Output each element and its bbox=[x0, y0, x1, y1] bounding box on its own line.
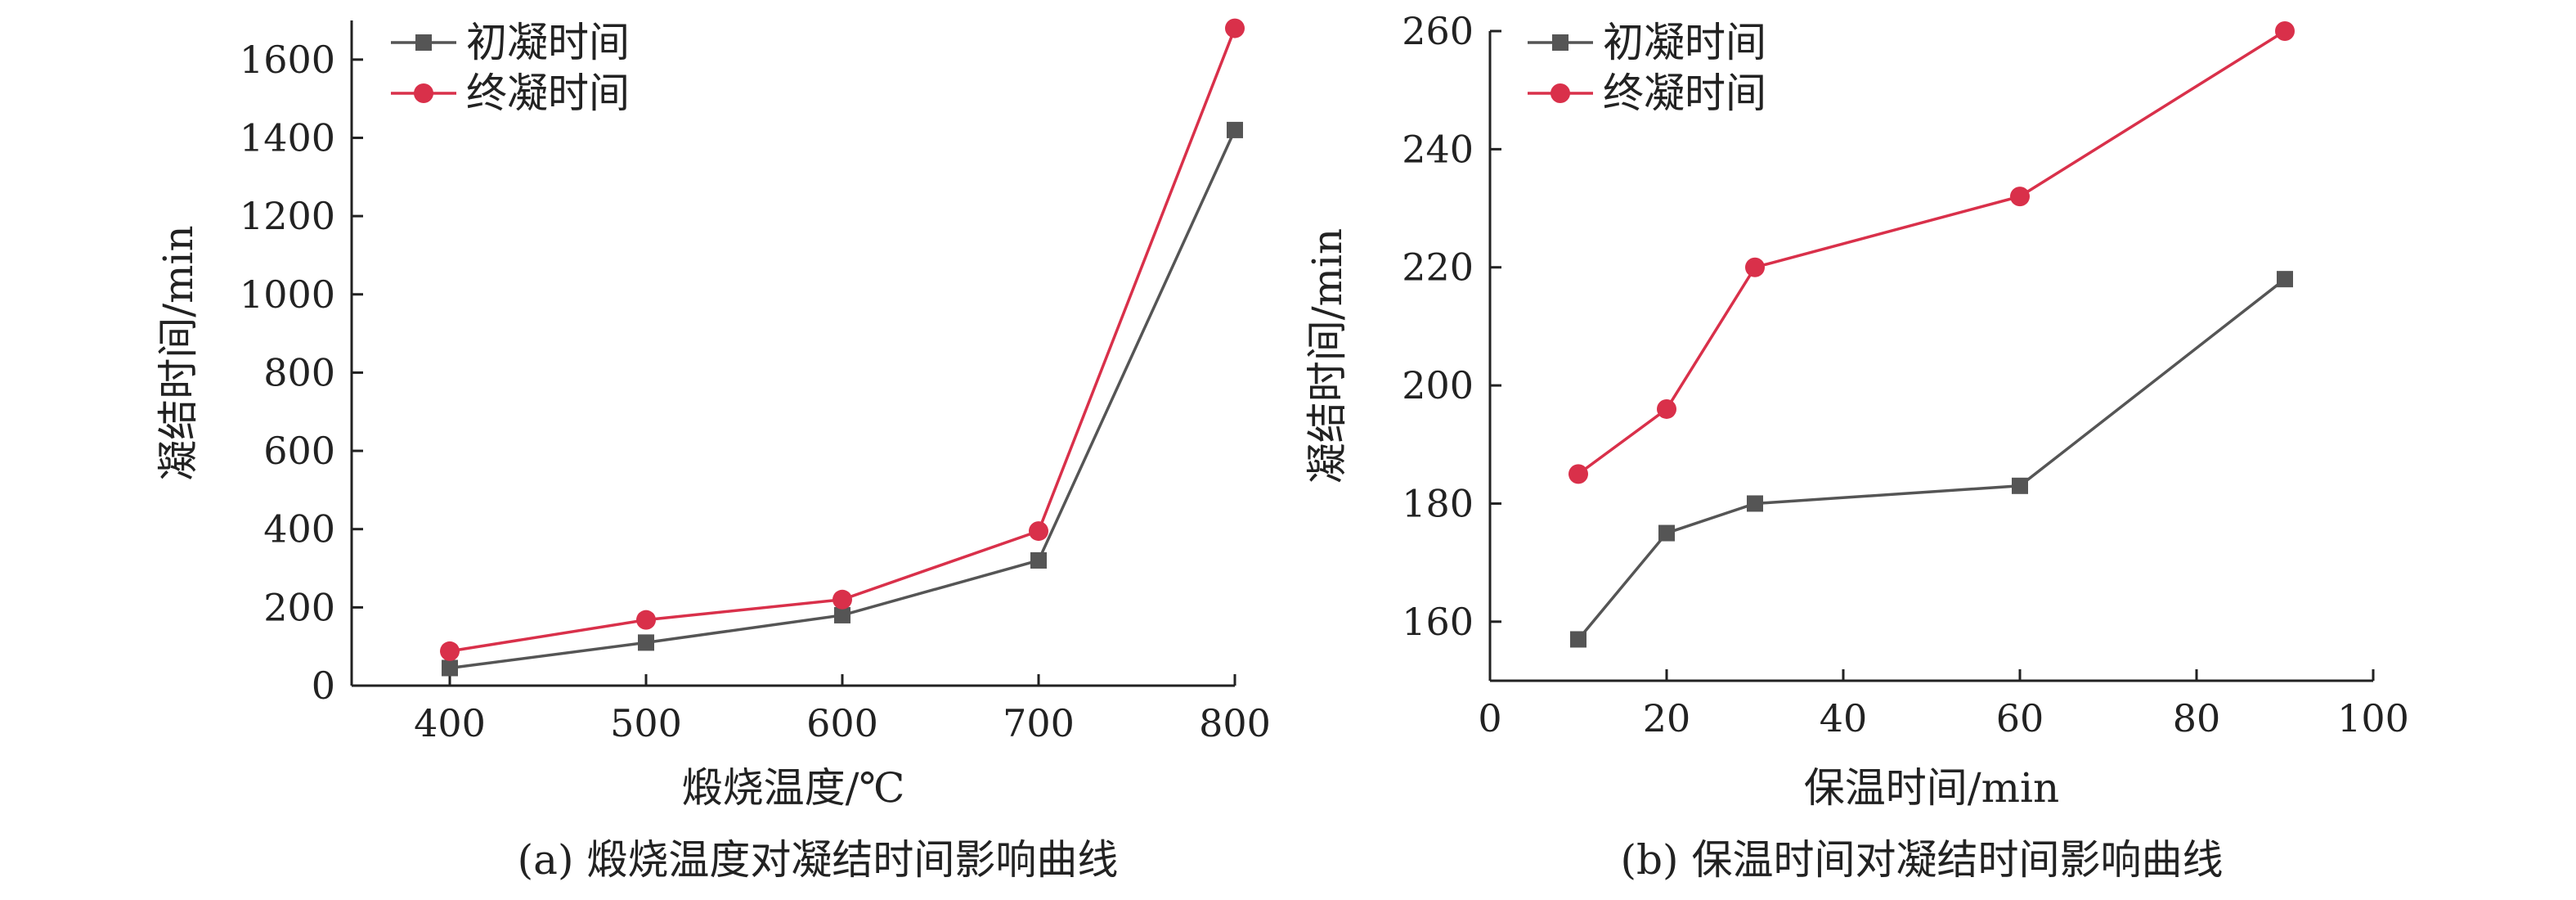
x-tick-label: 600 bbox=[806, 701, 878, 745]
x-tick-label: 400 bbox=[414, 701, 486, 745]
legend-entry: 初凝时间 bbox=[391, 19, 630, 66]
x-tick-label: 100 bbox=[2337, 696, 2409, 740]
legend-label: 初凝时间 bbox=[466, 19, 630, 66]
y-axis-label: 凝结时间/min bbox=[155, 225, 202, 480]
y-tick-label: 400 bbox=[263, 507, 335, 551]
data-point bbox=[1570, 631, 1586, 648]
series-line-0 bbox=[449, 129, 1236, 670]
data-point bbox=[1658, 524, 1675, 542]
x-tick-label: 60 bbox=[1996, 696, 2044, 740]
y-tick-label: 1200 bbox=[240, 194, 335, 238]
y-tick-label: 220 bbox=[1402, 245, 1474, 290]
y-tick-label: 0 bbox=[312, 664, 335, 708]
data-point bbox=[2012, 477, 2028, 494]
data-point bbox=[2277, 271, 2293, 288]
y-tick-label: 160 bbox=[1402, 600, 1474, 644]
x-tick-label: 40 bbox=[1820, 696, 1868, 740]
x-tick-label: 500 bbox=[610, 701, 682, 745]
legend-marker bbox=[1552, 34, 1568, 51]
legend-marker bbox=[415, 34, 432, 51]
data-point bbox=[1747, 495, 1763, 512]
legend-entry: 终凝时间 bbox=[391, 70, 630, 117]
caption-b: (b) 保温时间对凝结时间影响曲线 bbox=[1621, 836, 2224, 884]
caption-a: (a) 煅烧温度对凝结时间影响曲线 bbox=[518, 836, 1119, 884]
legend-label: 终凝时间 bbox=[466, 70, 630, 117]
data-point bbox=[2010, 187, 2030, 207]
y-tick-label: 240 bbox=[1402, 127, 1474, 171]
series-line-1 bbox=[449, 27, 1236, 653]
legend-label: 初凝时间 bbox=[1603, 19, 1766, 66]
y-tick-label: 1000 bbox=[240, 272, 335, 317]
legend-entry: 终凝时间 bbox=[1528, 70, 1766, 117]
data-point bbox=[1227, 121, 1243, 138]
x-tick-label: 0 bbox=[1478, 696, 1501, 740]
data-point bbox=[442, 659, 458, 677]
data-point bbox=[1745, 257, 1765, 277]
data-point bbox=[1225, 18, 1245, 38]
chart-a: 400 500 600 700 800 0 200 400 600 800 1000 1200 1400… bbox=[155, 18, 1271, 812]
data-point bbox=[1657, 398, 1676, 419]
data-point bbox=[2275, 21, 2295, 41]
y-tick-label: 600 bbox=[263, 429, 335, 473]
x-tick-label: 800 bbox=[1199, 701, 1271, 745]
y-tick-label: 800 bbox=[263, 350, 335, 394]
y-tick-label: 180 bbox=[1402, 481, 1474, 525]
y-tick-label: 1600 bbox=[240, 38, 335, 82]
x-axis-label: 煅烧温度/℃ bbox=[682, 764, 905, 812]
y-tick-label: 200 bbox=[1402, 363, 1474, 407]
legend-entry: 初凝时间 bbox=[1528, 19, 1766, 66]
y-tick-label: 260 bbox=[1402, 9, 1474, 53]
chart-b: 0 20 40 60 80 100 160 180 200 220 240 260 保温时间/min 凝结… bbox=[1304, 9, 2409, 812]
y-axis-label: 凝结时间/min bbox=[1304, 228, 1351, 484]
data-point bbox=[440, 641, 460, 661]
y-tick-label: 200 bbox=[263, 585, 335, 629]
y-tick-label: 1400 bbox=[240, 115, 335, 160]
x-tick-label: 20 bbox=[1643, 696, 1691, 740]
data-point bbox=[1568, 464, 1588, 484]
data-point bbox=[638, 634, 654, 651]
data-point bbox=[834, 606, 850, 623]
legend-marker bbox=[414, 83, 433, 103]
x-tick-label: 80 bbox=[2173, 696, 2221, 740]
x-tick-label: 700 bbox=[1003, 701, 1075, 745]
legend-label: 终凝时间 bbox=[1603, 70, 1766, 117]
series-line-0 bbox=[1577, 277, 2287, 641]
data-point bbox=[1030, 551, 1047, 569]
data-point bbox=[636, 610, 656, 630]
data-point bbox=[832, 589, 852, 610]
data-point bbox=[1029, 521, 1048, 542]
legend-marker bbox=[1551, 83, 1570, 103]
x-axis-label: 保温时间/min bbox=[1804, 764, 2059, 812]
